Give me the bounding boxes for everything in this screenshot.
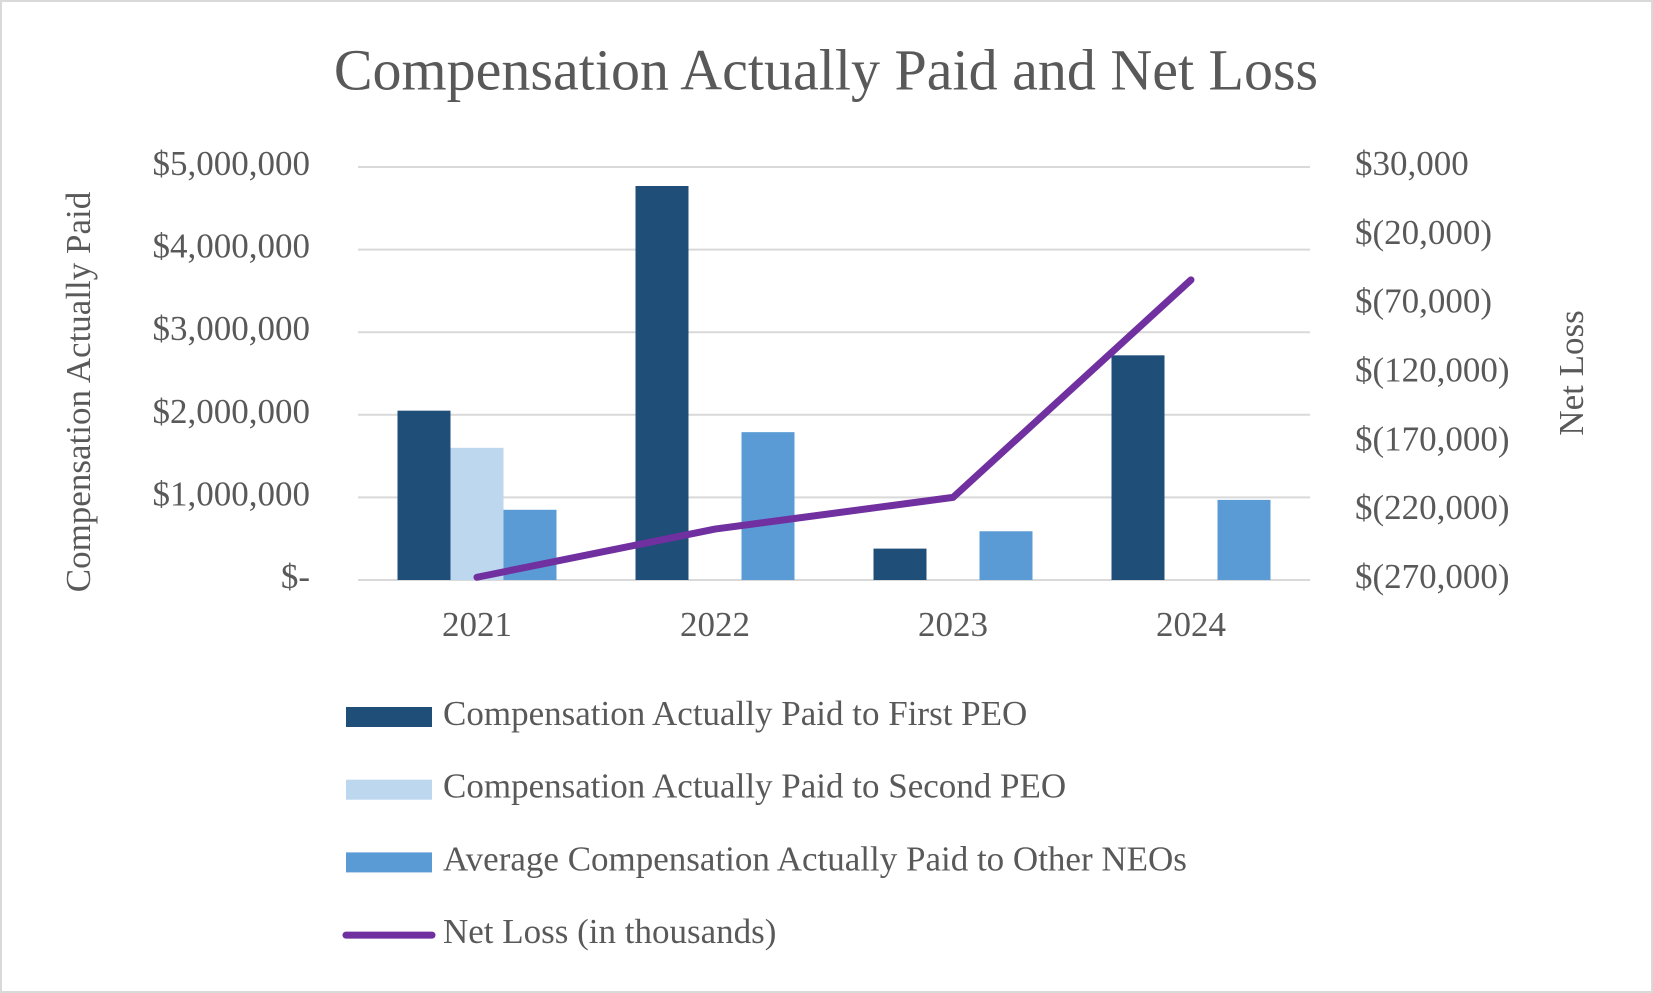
bar [635,185,689,581]
y-tick-label: $5,000,000 [153,144,311,183]
y2-axis-label: Net Loss [1552,310,1591,435]
x-tick-label: 2023 [918,605,988,644]
line-series [473,276,1195,581]
y-tick-label: $2,000,000 [153,392,311,431]
y-tick-label: $1,000,000 [153,474,311,513]
bar [979,531,1033,580]
y2-tick-label: $(170,000) [1355,419,1510,458]
bar [741,432,795,580]
y-tick-label: $3,000,000 [153,309,311,348]
x-tick-label: 2024 [1156,605,1226,644]
bar [397,410,451,580]
legend-swatch [346,779,432,800]
legend-swatch [346,707,432,727]
x-tick-label: 2022 [680,605,750,644]
legend-label: Net Loss (in thousands) [443,912,776,951]
legend-label: Compensation Actually Paid to Second PEO [443,767,1066,806]
y2-tick-label: $(70,000) [1355,282,1492,321]
y2-tick-label: $(20,000) [1355,213,1492,252]
bar [1111,355,1165,580]
y2-tick-label: $(120,000) [1355,351,1510,390]
legend-swatch [346,852,432,873]
y2-tick-label: $(220,000) [1355,488,1510,527]
y-axis-label: Compensation Actually Paid [59,191,98,592]
y2-tick-label: $30,000 [1355,144,1469,183]
chart-title: Compensation Actually Paid and Net Loss [334,37,1318,102]
y2-tick-label: $(270,000) [1355,557,1510,596]
bar [450,447,504,580]
bar [873,548,927,580]
y-tick-label: $- [281,557,310,596]
y-tick-label: $4,000,000 [153,227,311,266]
x-tick-label: 2021 [442,605,512,644]
legend-label: Average Compensation Actually Paid to Ot… [443,839,1187,878]
legend-label: Compensation Actually Paid to First PEO [443,694,1027,733]
bar [1217,499,1271,580]
